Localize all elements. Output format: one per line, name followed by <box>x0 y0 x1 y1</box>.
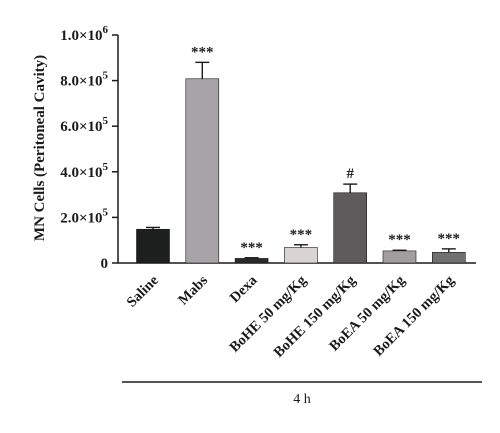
x-tick-label: BoHE 150 mg/Kg <box>271 272 360 361</box>
bars: *** *** *** # *** *** <box>136 44 466 264</box>
y-tick-label: 6.0×105 <box>60 115 108 135</box>
y-tick-label: 4.0×105 <box>60 161 108 181</box>
group-bracket: 4 h <box>122 381 482 407</box>
x-tick-label: Saline <box>124 272 162 310</box>
significance-marker: *** <box>191 44 214 60</box>
bar <box>234 258 269 264</box>
x-tick-label: Mabs <box>175 272 211 308</box>
significance-marker: *** <box>240 240 263 256</box>
significance-marker: *** <box>290 227 313 243</box>
y-tick-label: 2.0×105 <box>60 206 108 226</box>
y-axis-label: MN Cells (Peritoneal Cavity) <box>32 55 48 241</box>
bar <box>136 228 170 264</box>
bar <box>431 251 466 264</box>
y-tick-label: 8.0×105 <box>60 70 108 90</box>
significance-marker: # <box>346 166 354 182</box>
x-tick-label: Dexa <box>227 272 261 306</box>
bar <box>333 192 368 264</box>
y-tick-label: 1.0×106 <box>60 24 108 44</box>
bar <box>284 247 318 264</box>
bar <box>382 250 417 264</box>
y-axis: 0 2.0×105 4.0×105 6.0×105 8.0×105 1.0×106 <box>60 24 476 272</box>
significance-marker: *** <box>388 232 411 248</box>
y-tick-label: 0 <box>101 256 109 272</box>
significance-marker: *** <box>438 231 461 247</box>
bar <box>185 78 220 264</box>
group-label: 4 h <box>293 392 311 407</box>
